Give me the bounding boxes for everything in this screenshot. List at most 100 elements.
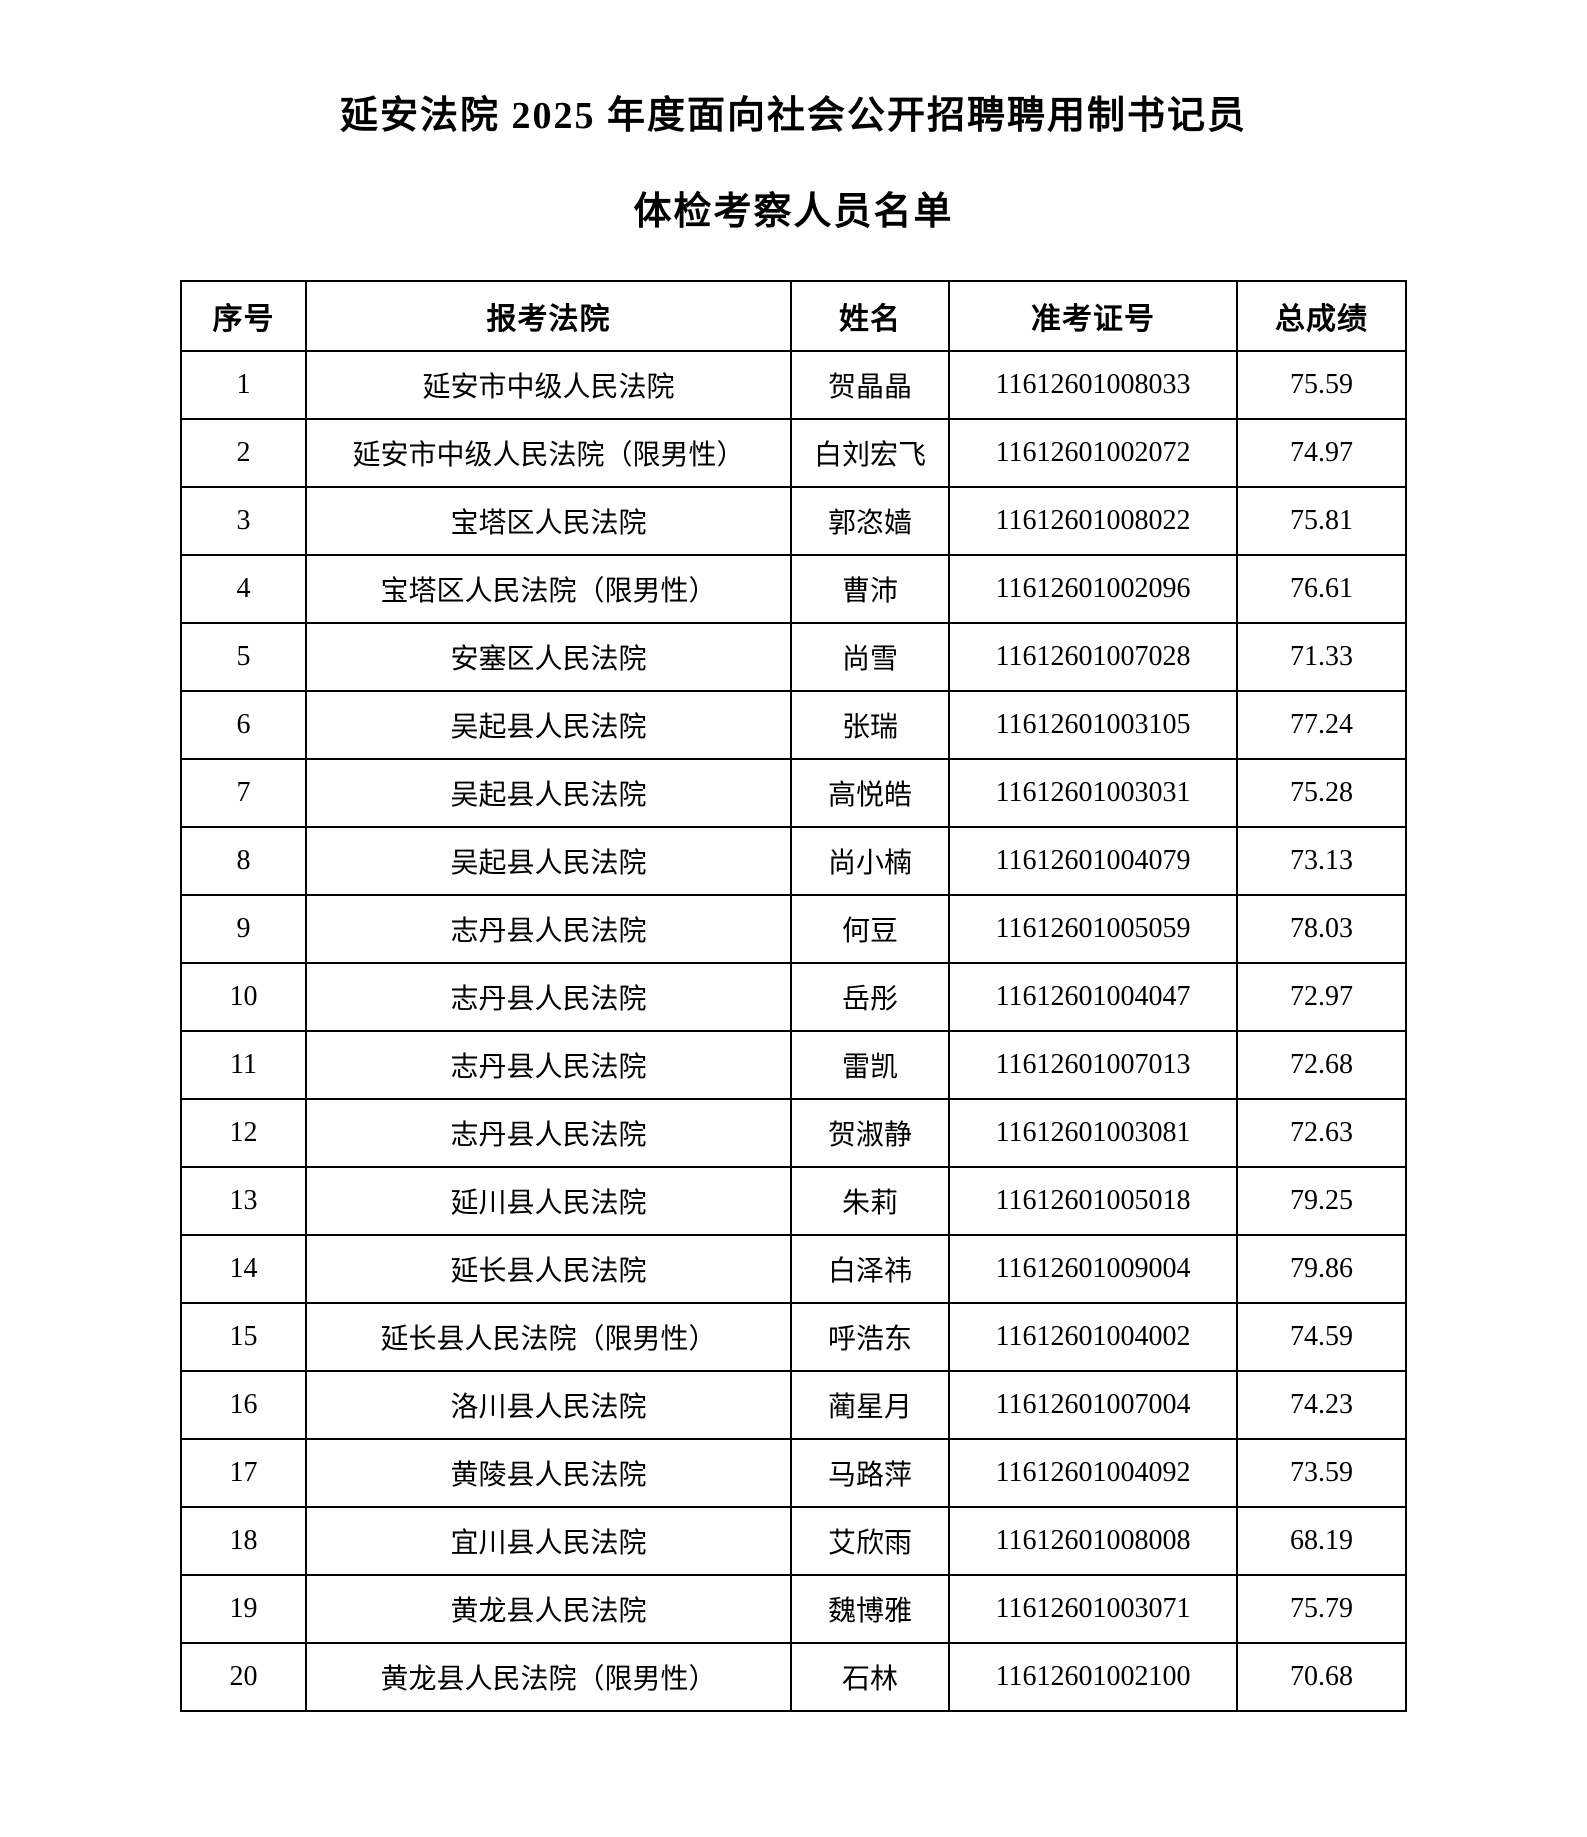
cell-ticket: 11612601003031 bbox=[948, 758, 1238, 829]
cell-no: 5 bbox=[180, 622, 307, 693]
cell-no: 20 bbox=[180, 1642, 307, 1713]
table-row: 9 志丹县人民法院 何豆 11612601005059 78.03 bbox=[180, 894, 1408, 965]
cell-name: 魏博雅 bbox=[790, 1574, 951, 1645]
cell-court: 延长县人民法院（限男性） bbox=[304, 1302, 793, 1373]
cell-name: 贺淑静 bbox=[790, 1098, 951, 1169]
cell-ticket: 11612601009004 bbox=[948, 1234, 1238, 1305]
table-row: 3 宝塔区人民法院 郭恣嫱 11612601008022 75.81 bbox=[180, 486, 1408, 557]
cell-no: 17 bbox=[180, 1438, 307, 1509]
cell-no: 3 bbox=[180, 486, 307, 557]
header-cell-court: 报考法院 bbox=[304, 280, 793, 353]
cell-score: 68.19 bbox=[1235, 1506, 1408, 1577]
cell-score: 78.03 bbox=[1235, 894, 1408, 965]
cell-court: 吴起县人民法院 bbox=[304, 758, 793, 829]
table-row: 1 延安市中级人民法院 贺晶晶 11612601008033 75.59 bbox=[180, 350, 1408, 421]
cell-court: 志丹县人民法院 bbox=[304, 894, 793, 965]
cell-score: 72.63 bbox=[1235, 1098, 1408, 1169]
cell-name: 张瑞 bbox=[790, 690, 951, 761]
cell-no: 16 bbox=[180, 1370, 307, 1441]
cell-court: 黄龙县人民法院（限男性） bbox=[304, 1642, 793, 1713]
table-row: 17 黄陵县人民法院 马路萍 11612601004092 73.59 bbox=[180, 1438, 1408, 1509]
cell-no: 15 bbox=[180, 1302, 307, 1373]
cell-court: 宝塔区人民法院（限男性） bbox=[304, 554, 793, 625]
cell-name: 白泽祎 bbox=[790, 1234, 951, 1305]
table-row: 4 宝塔区人民法院（限男性） 曹沛 11612601002096 76.61 bbox=[180, 554, 1408, 625]
table-row: 2 延安市中级人民法院（限男性） 白刘宏飞 11612601002072 74.97 bbox=[180, 418, 1408, 489]
cell-score: 72.68 bbox=[1235, 1030, 1408, 1101]
cell-name: 曹沛 bbox=[790, 554, 951, 625]
cell-name: 高悦皓 bbox=[790, 758, 951, 829]
document-title-line2: 体检考察人员名单 bbox=[633, 190, 954, 233]
cell-court: 黄陵县人民法院 bbox=[304, 1438, 793, 1509]
cell-court: 延安市中级人民法院（限男性） bbox=[304, 418, 793, 489]
cell-ticket: 11612601002096 bbox=[948, 554, 1238, 625]
cell-ticket: 11612601003071 bbox=[948, 1574, 1238, 1645]
table-row: 6 吴起县人民法院 张瑞 11612601003105 77.24 bbox=[180, 690, 1408, 761]
cell-no: 13 bbox=[180, 1166, 307, 1237]
cell-score: 77.24 bbox=[1235, 690, 1408, 761]
cell-ticket: 11612601008022 bbox=[948, 486, 1238, 557]
cell-no: 10 bbox=[180, 962, 307, 1033]
cell-court: 延长县人民法院 bbox=[304, 1234, 793, 1305]
cell-ticket: 11612601004047 bbox=[948, 962, 1238, 1033]
cell-name: 郭恣嫱 bbox=[790, 486, 951, 557]
cell-no: 18 bbox=[180, 1506, 307, 1577]
table-row: 8 吴起县人民法院 尚小楠 11612601004079 73.13 bbox=[180, 826, 1408, 897]
table-row: 16 洛川县人民法院 蔺星月 11612601007004 74.23 bbox=[180, 1370, 1408, 1441]
cell-ticket: 11612601002100 bbox=[948, 1642, 1238, 1713]
cell-score: 76.61 bbox=[1235, 554, 1408, 625]
cell-score: 73.59 bbox=[1235, 1438, 1408, 1509]
cell-name: 岳彤 bbox=[790, 962, 951, 1033]
cell-name: 贺晶晶 bbox=[790, 350, 951, 421]
cell-court: 志丹县人民法院 bbox=[304, 1030, 793, 1101]
header-cell-score: 总成绩 bbox=[1235, 280, 1408, 353]
cell-no: 4 bbox=[180, 554, 307, 625]
cell-score: 79.86 bbox=[1235, 1234, 1408, 1305]
cell-ticket: 11612601004002 bbox=[948, 1302, 1238, 1373]
table-row: 7 吴起县人民法院 高悦皓 11612601003031 75.28 bbox=[180, 758, 1408, 829]
cell-no: 11 bbox=[180, 1030, 307, 1101]
cell-name: 马路萍 bbox=[790, 1438, 951, 1509]
cell-name: 何豆 bbox=[790, 894, 951, 965]
cell-score: 74.97 bbox=[1235, 418, 1408, 489]
cell-score: 75.79 bbox=[1235, 1574, 1408, 1645]
cell-name: 朱莉 bbox=[790, 1166, 951, 1237]
cell-court: 宜川县人民法院 bbox=[304, 1506, 793, 1577]
cell-ticket: 11612601004079 bbox=[948, 826, 1238, 897]
header-row: 序号 报考法院 姓名 准考证号 总成绩 bbox=[180, 280, 1408, 353]
cell-score: 75.59 bbox=[1235, 350, 1408, 421]
cell-name: 尚雪 bbox=[790, 622, 951, 693]
table-row: 20 黄龙县人民法院（限男性） 石林 11612601002100 70.68 bbox=[180, 1642, 1408, 1713]
cell-name: 蔺星月 bbox=[790, 1370, 951, 1441]
table-row: 12 志丹县人民法院 贺淑静 11612601003081 72.63 bbox=[180, 1098, 1408, 1169]
cell-court: 吴起县人民法院 bbox=[304, 690, 793, 761]
cell-no: 14 bbox=[180, 1234, 307, 1305]
cell-no: 8 bbox=[180, 826, 307, 897]
cell-no: 19 bbox=[180, 1574, 307, 1645]
cell-name: 白刘宏飞 bbox=[790, 418, 951, 489]
cell-no: 9 bbox=[180, 894, 307, 965]
cell-no: 1 bbox=[180, 350, 307, 421]
cell-no: 7 bbox=[180, 758, 307, 829]
results-table: 序号 报考法院 姓名 准考证号 总成绩 1 延安市中级人民法院 贺晶晶 1161260… bbox=[180, 280, 1408, 1713]
cell-no: 6 bbox=[180, 690, 307, 761]
cell-court: 延川县人民法院 bbox=[304, 1166, 793, 1237]
table-row: 18 宜川县人民法院 艾欣雨 11612601008008 68.19 bbox=[180, 1506, 1408, 1577]
table-row: 10 志丹县人民法院 岳彤 11612601004047 72.97 bbox=[180, 962, 1408, 1033]
table-body: 1 延安市中级人民法院 贺晶晶 11612601008033 75.59 2 延安市中级人民… bbox=[180, 350, 1408, 1713]
table-row: 5 安塞区人民法院 尚雪 11612601007028 71.33 bbox=[180, 622, 1408, 693]
header-cell-ticket: 准考证号 bbox=[948, 280, 1238, 353]
cell-score: 72.97 bbox=[1235, 962, 1408, 1033]
cell-ticket: 11612601007013 bbox=[948, 1030, 1238, 1101]
cell-court: 安塞区人民法院 bbox=[304, 622, 793, 693]
cell-ticket: 11612601007004 bbox=[948, 1370, 1238, 1441]
cell-score: 74.23 bbox=[1235, 1370, 1408, 1441]
cell-ticket: 11612601007028 bbox=[948, 622, 1238, 693]
cell-court: 延安市中级人民法院 bbox=[304, 350, 793, 421]
cell-court: 志丹县人民法院 bbox=[304, 1098, 793, 1169]
cell-court: 吴起县人民法院 bbox=[304, 826, 793, 897]
cell-ticket: 11612601005018 bbox=[948, 1166, 1238, 1237]
cell-court: 洛川县人民法院 bbox=[304, 1370, 793, 1441]
cell-court: 宝塔区人民法院 bbox=[304, 486, 793, 557]
cell-score: 73.13 bbox=[1235, 826, 1408, 897]
